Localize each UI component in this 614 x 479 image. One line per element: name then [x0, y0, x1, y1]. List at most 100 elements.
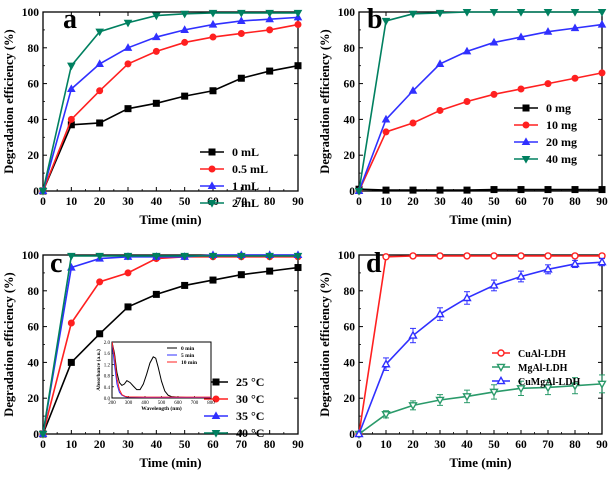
series-group [38, 9, 303, 196]
legend-label: 35 °C [236, 409, 264, 423]
data-point [67, 358, 75, 366]
data-point [381, 411, 391, 420]
inset-y-tick-label: 0.4 [104, 386, 111, 391]
series-line [358, 383, 603, 435]
y-tick-label: 40 [28, 114, 40, 126]
data-point [462, 46, 472, 55]
inset-x-tick-label: 600 [174, 401, 182, 406]
data-point [38, 187, 48, 196]
data-point [435, 396, 445, 406]
data-point [237, 9, 246, 18]
data-point [462, 292, 472, 302]
series-line [42, 12, 298, 192]
y-tick-label: 0 [349, 186, 355, 198]
x-tick-label: 90 [292, 439, 304, 451]
legend-marker [496, 375, 506, 385]
y-tick-label: 100 [22, 250, 40, 262]
x-tick-label: 70 [236, 196, 248, 208]
data-point [237, 29, 245, 37]
panel-b: 0 10 20 30 40 50 60 70 80 90 0 20 40 60 80 100 Time (min… [318, 4, 608, 227]
inset-legend-label: 5 min [181, 353, 194, 359]
data-point [96, 278, 104, 286]
legend-marker [212, 378, 220, 386]
inset-legend-label: 10 min [181, 360, 197, 366]
data-point [570, 8, 580, 17]
legend-label: 30 °C [236, 392, 264, 406]
y-tick-label: 60 [344, 322, 356, 334]
data-point [237, 74, 245, 82]
series-line [42, 254, 298, 435]
y-axis-title: Degradation efficiency (%) [318, 29, 332, 173]
legend-label: MgAl-LDH [518, 363, 568, 374]
data-point [152, 99, 160, 107]
legend-marker [496, 363, 506, 373]
data-point [381, 114, 391, 123]
data-point [180, 10, 189, 19]
inset-x-tick-label: 500 [158, 401, 166, 406]
x-tick-label: 80 [264, 196, 276, 208]
data-point [95, 28, 104, 37]
inset-series [112, 342, 211, 398]
x-axis-title: Time (min) [139, 212, 201, 227]
data-point [181, 281, 189, 289]
series-line [42, 23, 299, 192]
data-point [208, 252, 218, 261]
data-point [96, 87, 104, 95]
data-point [381, 17, 391, 26]
data-point [436, 106, 444, 114]
y-tick-label: 0 [33, 186, 39, 198]
x-tick-label: 60 [207, 439, 219, 451]
inset-frame [111, 341, 212, 399]
x-tick-label: 80 [569, 196, 581, 208]
data-point [571, 74, 579, 82]
data-point [152, 290, 160, 298]
legend: 25 °C 30 °C 35 °C 40 °C [204, 375, 264, 440]
legend-marker [521, 155, 531, 164]
y-tick-label: 0 [33, 429, 39, 441]
data-point [266, 26, 274, 34]
legend-marker [522, 104, 530, 112]
legend-marker [207, 181, 217, 190]
inset-x-tick-label: 400 [141, 401, 149, 406]
legend-marker [211, 429, 221, 438]
legend-label: 10 mg [546, 118, 577, 132]
x-tick-label: 40 [151, 439, 163, 451]
x-tick-label: 0 [356, 439, 362, 451]
inset-series-line [112, 342, 211, 398]
y-tick-label: 60 [28, 322, 40, 334]
inset-y-tick-label: 0.8 [104, 375, 111, 380]
data-point [570, 382, 580, 391]
y-tick-label: 40 [344, 114, 356, 126]
series-line [358, 255, 602, 435]
x-tick-label: 50 [488, 196, 500, 208]
panel-d: 0 10 20 30 40 50 60 70 80 90 0 20 40 60 80 100 Time (min… [318, 248, 608, 470]
data-point [517, 252, 525, 260]
data-point [598, 69, 606, 77]
inset-chart: 200 300 400 500 600 700 800 0.0 0.4 0.8 1.2 1.6 2.0 W… [95, 341, 215, 412]
panel-label: a [63, 4, 77, 35]
data-point [408, 10, 418, 19]
data-point [489, 37, 499, 46]
x-tick-label: 50 [179, 196, 191, 208]
data-point [95, 252, 104, 261]
data-point [67, 319, 75, 327]
data-point [237, 271, 245, 279]
x-tick-label: 40 [461, 439, 473, 451]
x-tick-label: 30 [122, 439, 134, 451]
inset-y-title: Absorbance (a.u.) [95, 349, 102, 391]
data-point [490, 186, 498, 194]
data-point [237, 252, 246, 261]
legend-label: 0.5 mL [232, 162, 268, 176]
data-point [490, 252, 498, 260]
x-tick-label: 20 [94, 439, 106, 451]
plot-frame [358, 254, 603, 435]
data-point [516, 271, 526, 280]
legend-label: 0 mg [546, 101, 571, 115]
data-point [124, 303, 132, 311]
data-point [435, 9, 445, 18]
series-group [354, 252, 607, 440]
data-point [152, 12, 161, 21]
y-tick-label: 20 [28, 150, 40, 162]
